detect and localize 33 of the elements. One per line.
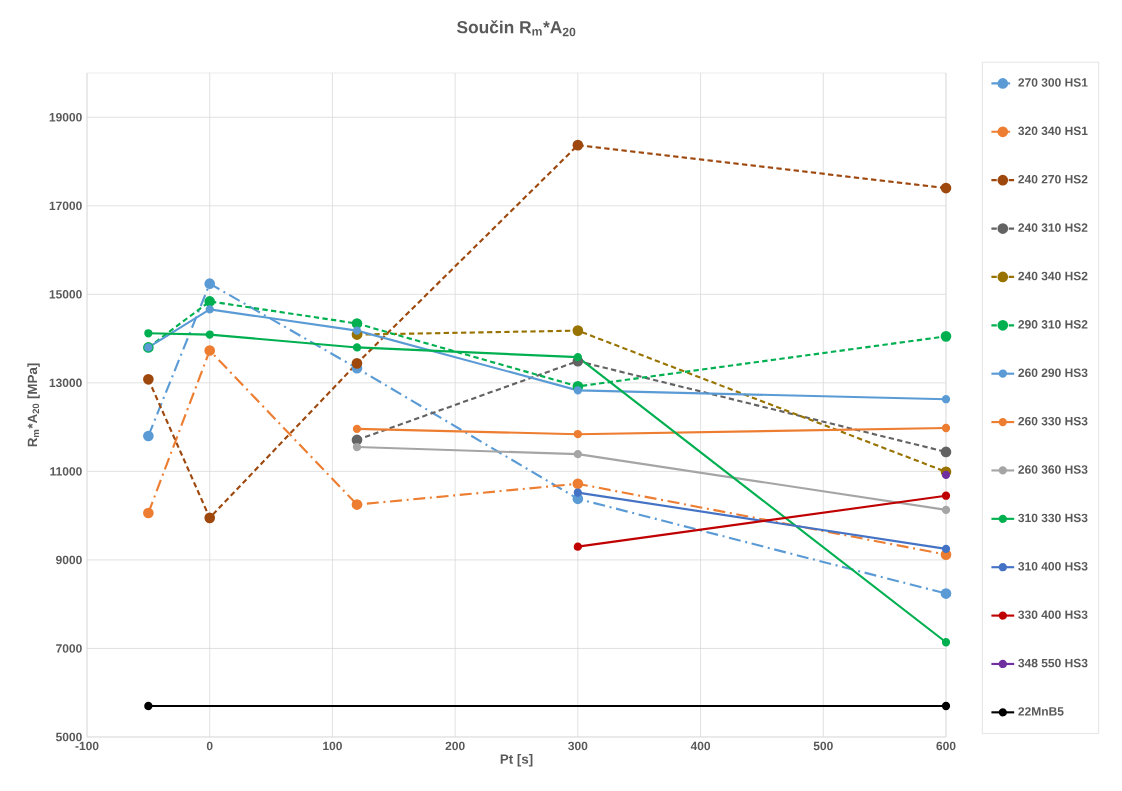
legend-label: 22MnB5	[1018, 707, 1064, 716]
x-tick-label: 600	[936, 741, 956, 751]
y-tick-label: 15000	[49, 290, 82, 299]
legend-label: 290 310 HS2	[1018, 320, 1088, 329]
x-axis-title: Pt [s]	[500, 754, 533, 767]
y-tick-label: 9000	[56, 555, 82, 565]
x-tick-label: 100	[323, 741, 342, 751]
legend-label: 240 340 HS2	[1018, 271, 1088, 281]
x-tick-label: 200	[445, 741, 465, 751]
chart-title: Součin R$_{m}$*A$_{20}$	[457, 20, 576, 37]
legend-label: 260 290 HS3	[1018, 368, 1088, 378]
legend-label: 320 340 HS1	[1018, 126, 1088, 136]
legend-label: 270 300 HS1	[1018, 78, 1088, 87]
x-tick-label: 500	[813, 741, 833, 751]
legend-label: 310 330 HS3	[1018, 513, 1088, 523]
x-tick-label: 300	[568, 741, 588, 751]
legend-label: 260 360 HS3	[1018, 465, 1088, 474]
x-tick-label: 0	[206, 741, 213, 751]
legend-label: 310 400 HS3	[1018, 562, 1088, 571]
legend-label: 330 400 HS3	[1018, 610, 1088, 619]
y-tick-label: 19000	[49, 113, 82, 122]
y-axis-title: R$_{m}$*A$_{20}$ [MPa]	[27, 363, 40, 447]
y-tick-label: 7000	[56, 644, 82, 653]
legend-label: 348 550 HS3	[1018, 658, 1088, 668]
y-tick-label: 17000	[49, 201, 82, 211]
legend-label: 240 310 HS2	[1018, 223, 1088, 232]
x-tick-label: 400	[690, 741, 711, 751]
legend-label: 260 330 HS3	[1018, 416, 1088, 426]
y-tick-label: 11000	[50, 467, 82, 476]
x-tick-label: -100	[75, 741, 99, 751]
y-tick-label: 5000	[55, 732, 82, 742]
y-tick-label: 13000	[49, 378, 82, 388]
legend-label: 240 270 HS2	[1018, 174, 1088, 184]
